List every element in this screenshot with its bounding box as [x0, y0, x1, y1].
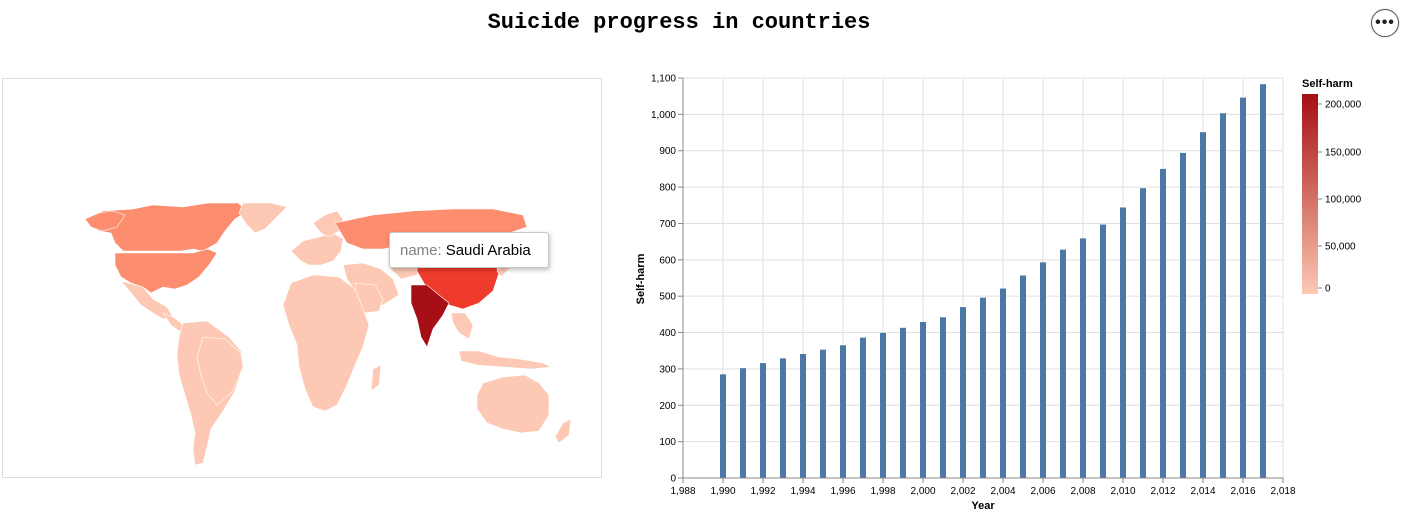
y-tick-label: 800 — [659, 183, 676, 194]
x-tick-label: 2,002 — [950, 486, 975, 497]
bar[interactable] — [1060, 249, 1066, 478]
x-tick-label: 2,006 — [1030, 486, 1055, 497]
tooltip-value: Saudi Arabia — [445, 241, 531, 259]
country-indonesia[interactable] — [458, 350, 553, 370]
bar[interactable] — [780, 358, 786, 478]
actions-menu-button[interactable]: ••• — [1371, 9, 1399, 37]
x-tick-label: 1,990 — [710, 486, 735, 497]
map-svg — [84, 202, 572, 466]
x-tick-label: 2,000 — [910, 486, 935, 497]
x-tick-label: 1,994 — [790, 486, 815, 497]
legend-tick-label: 50,000 — [1325, 242, 1356, 253]
x-tick-label: 1,992 — [750, 486, 775, 497]
x-tick-label: 2,016 — [1230, 486, 1255, 497]
y-tick-label: 600 — [659, 255, 676, 266]
bar[interactable] — [1200, 132, 1206, 478]
country-new-zealand[interactable] — [554, 418, 572, 444]
y-tick-label: 300 — [659, 364, 676, 375]
y-tick-label: 900 — [659, 146, 676, 157]
x-tick-label: 2,012 — [1150, 486, 1175, 497]
bar[interactable] — [800, 354, 806, 478]
bar[interactable] — [1140, 188, 1146, 478]
y-tick-label: 100 — [659, 437, 676, 448]
y-axis-title: Self-harm — [635, 253, 647, 304]
x-tick-label: 2,004 — [990, 486, 1015, 497]
tooltip-key: name: — [400, 241, 442, 259]
country-madagascar[interactable] — [370, 364, 382, 392]
chart-bars — [720, 84, 1266, 479]
y-tick-label: 1,100 — [651, 74, 676, 85]
y-tick-label: 700 — [659, 219, 676, 230]
country-canada[interactable] — [84, 202, 249, 252]
country-africa[interactable] — [282, 274, 370, 412]
legend-gradient-bar — [1302, 94, 1318, 294]
bar[interactable] — [880, 332, 886, 478]
y-tick-label: 500 — [659, 292, 676, 303]
bar[interactable] — [1240, 97, 1246, 479]
bar[interactable] — [1160, 168, 1166, 478]
color-legend: Self-harm 200,000 150,000 100,000 50,000 0 — [1302, 78, 1362, 295]
bar[interactable] — [1220, 113, 1226, 478]
country-alaska[interactable] — [84, 210, 126, 232]
bar[interactable] — [940, 317, 946, 478]
legend-tick-label: 0 — [1325, 284, 1331, 295]
x-tick-label: 1,988 — [670, 486, 695, 497]
x-tick-label: 2,010 — [1110, 486, 1135, 497]
bar[interactable] — [960, 307, 966, 478]
x-tick-label: 2,018 — [1270, 486, 1295, 497]
country-brazil[interactable] — [196, 336, 244, 406]
bar[interactable] — [1180, 152, 1186, 478]
bar[interactable] — [820, 349, 826, 478]
bar-chart: 0 100 200 300 400 500 600 700 800 900 1,000 1,100 1,… — [635, 74, 1362, 513]
bar[interactable] — [860, 337, 866, 478]
y-tick-label: 1,000 — [651, 110, 676, 121]
ellipsis-icon: ••• — [1375, 14, 1395, 31]
country-europe[interactable] — [290, 232, 344, 266]
bar[interactable] — [840, 345, 846, 478]
x-tick-label: 2,014 — [1190, 486, 1215, 497]
bar[interactable] — [980, 297, 986, 478]
bar[interactable] — [1120, 207, 1126, 479]
bar[interactable] — [1020, 275, 1026, 478]
y-tick-label: 400 — [659, 328, 676, 339]
legend-tick-label: 100,000 — [1325, 195, 1362, 206]
bar[interactable] — [1040, 262, 1046, 478]
legend-tick-label: 200,000 — [1325, 100, 1362, 111]
bar[interactable] — [740, 368, 746, 478]
x-tick-label: 2,008 — [1070, 486, 1095, 497]
bar[interactable] — [760, 363, 766, 478]
country-india[interactable] — [410, 284, 450, 348]
bar[interactable] — [1260, 84, 1266, 478]
bar[interactable] — [1080, 238, 1086, 478]
legend-tick-label: 150,000 — [1325, 148, 1362, 159]
bar[interactable] — [1100, 224, 1106, 478]
x-tick-label: 1,998 — [870, 486, 895, 497]
y-tick-label: 200 — [659, 401, 676, 412]
country-usa[interactable] — [114, 248, 218, 294]
x-tick-label: 1,996 — [830, 486, 855, 497]
page-title: Suicide progress in countries — [487, 10, 871, 35]
bar[interactable] — [900, 327, 906, 478]
y-tick-label: 0 — [670, 474, 676, 485]
country-southeast-asia[interactable] — [450, 312, 474, 340]
country-middle-east[interactable] — [342, 262, 400, 306]
x-axis-title: Year — [971, 500, 995, 512]
bar[interactable] — [1000, 288, 1006, 478]
world-choropleth-map[interactable] — [2, 78, 602, 478]
bar[interactable] — [720, 374, 726, 478]
chart-axes: 0 100 200 300 400 500 600 700 800 900 1,000 1,100 1,… — [651, 74, 1296, 498]
bar[interactable] — [920, 322, 926, 478]
country-australia[interactable] — [476, 374, 550, 434]
country-tooltip: name: Saudi Arabia — [389, 232, 549, 268]
legend-title: Self-harm — [1302, 78, 1353, 90]
country-greenland[interactable] — [238, 202, 288, 234]
